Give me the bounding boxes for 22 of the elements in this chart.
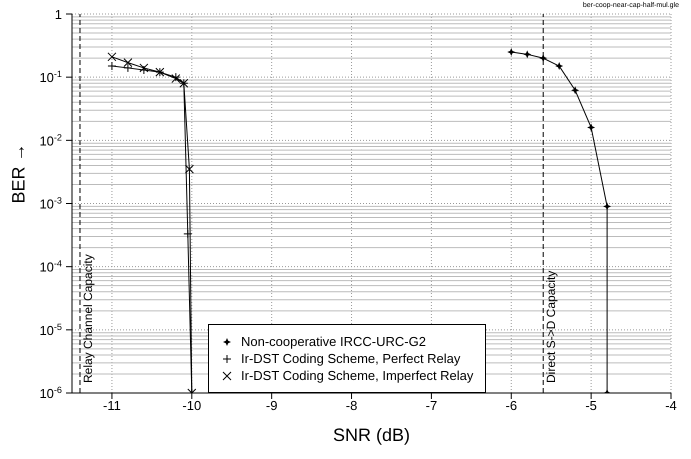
x-tick-label: -5 — [585, 398, 597, 414]
ref-line-label: Relay Channel Capacity — [80, 254, 95, 383]
x-tick-label: -8 — [346, 398, 358, 414]
x-tick-label: -7 — [426, 398, 438, 414]
y-tick-label: 10$^{-3}$ — [39, 196, 62, 212]
ref-line-label: Direct S->D Capacity — [544, 270, 558, 383]
y-axis-title: BER → — [8, 143, 28, 204]
x-tick-label: -6 — [505, 398, 518, 414]
x-axis-title: SNR (dB) — [332, 425, 410, 445]
legend-label: Non-cooperative IRCC-URC-G2 — [241, 333, 426, 350]
legend-label: Ir-DST Coding Scheme, Imperfect Relay — [241, 367, 474, 384]
y-tick-label: 1 — [54, 7, 62, 22]
y-tick-label: 10$^{-6}$ — [39, 385, 62, 401]
x-tick-label: -10 — [182, 398, 202, 414]
y-tick-label: 10$^{-5}$ — [39, 322, 62, 338]
y-tick-label: 10$^{-4}$ — [39, 258, 62, 275]
x-tick-label: -4 — [665, 398, 677, 414]
x-tick-label: -9 — [266, 398, 278, 414]
y-tick-label: 10$^{-1}$ — [39, 69, 62, 86]
legend-label: Ir-DST Coding Scheme, Perfect Relay — [241, 350, 460, 367]
x-tick-label: -11 — [103, 398, 121, 414]
y-tick-label: 10$^{-2}$ — [39, 132, 62, 148]
